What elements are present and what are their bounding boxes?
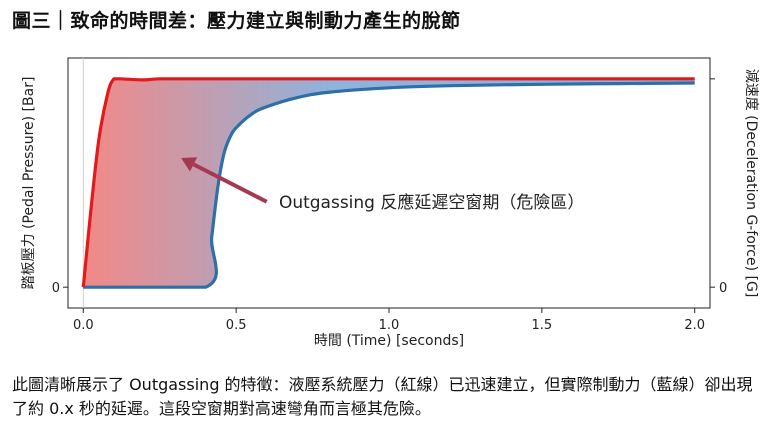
reaction-gap-area (83, 78, 695, 288)
x-axis: 0.0 0.5 1.0 1.5 2.0 (73, 308, 705, 333)
x-tick-label: 0.5 (226, 318, 247, 333)
x-tick-label: 1.5 (532, 318, 553, 333)
y-right-tick-label: 0 (719, 281, 727, 296)
x-axis-label: 時間 (Time) [seconds] (314, 333, 464, 349)
x-tick-label: 2.0 (684, 318, 705, 333)
annotation-text: Outgassing 反應延遲空窗期（危險區） (279, 192, 584, 213)
annotation: Outgassing 反應延遲空窗期（危險區） (181, 157, 584, 213)
x-tick-label: 0.0 (73, 318, 94, 333)
y-axis-left: 0 (52, 281, 68, 296)
figure-caption: 此圖清晰展示了 Outgassing 的特徵：液壓系統壓力（紅線）已迅速建立，但… (12, 375, 753, 418)
page-title: 圖三｜致命的時間差：壓力建立與制動力產生的脫節 (12, 10, 461, 32)
series-line-pressure (81, 77, 695, 288)
y-axis-left-label: 踏板壓力 (Pedal Pressure) [Bar] (21, 77, 37, 290)
chart: 0.0 0.5 1.0 1.5 2.0 0 0 時間 (Time) [seconds] … (21, 57, 760, 349)
x-tick-label: 1.0 (379, 318, 400, 333)
y-left-tick-label: 0 (52, 281, 60, 296)
y-axis-right: 0 (710, 78, 727, 296)
annotation-arrow (192, 162, 268, 204)
series-line-deceleration (83, 81, 695, 289)
annotation-arrowhead (181, 157, 198, 172)
y-axis-right-label: 減速度 (Deceleration G-force) [G] (743, 69, 760, 298)
